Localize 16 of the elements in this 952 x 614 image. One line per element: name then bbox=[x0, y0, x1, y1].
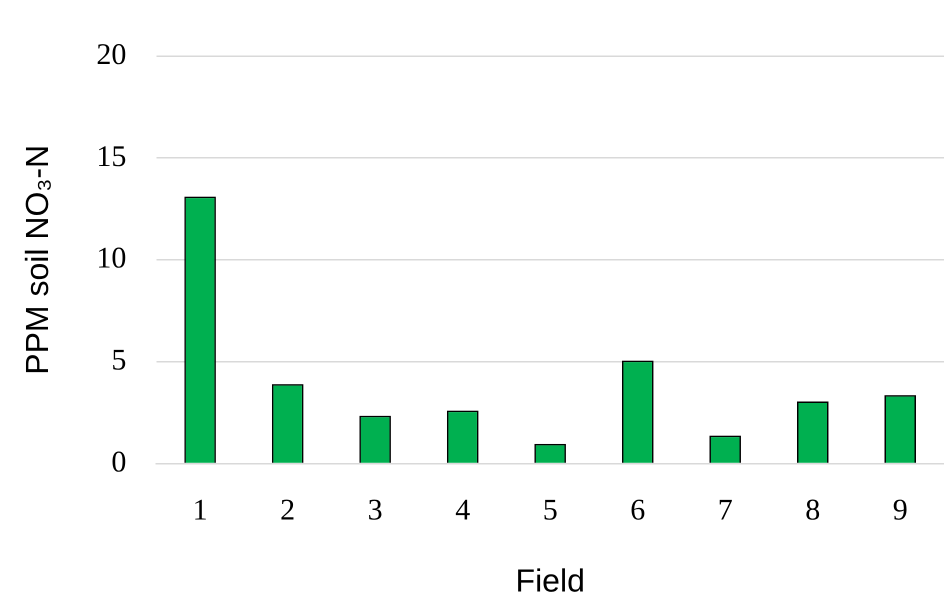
x-tick-label: 4 bbox=[455, 493, 470, 526]
y-tick-label: 0 bbox=[111, 445, 126, 478]
y-tick-label: 20 bbox=[96, 38, 126, 71]
x-tick-label: 6 bbox=[630, 493, 646, 526]
x-tick-label: 5 bbox=[542, 493, 558, 526]
y-tick-label: 15 bbox=[96, 140, 126, 173]
x-tick-label: 9 bbox=[892, 493, 908, 526]
x-tick-label: 8 bbox=[805, 493, 820, 526]
y-axis-title: PPM soil NO₃-N bbox=[19, 144, 56, 375]
y-tick-label: 5 bbox=[111, 344, 126, 377]
x-axis-title: Field bbox=[516, 562, 585, 599]
x-tick-label: 3 bbox=[368, 493, 383, 526]
x-tick-label: 1 bbox=[192, 493, 208, 526]
y-tick-label: 10 bbox=[96, 242, 126, 275]
x-tick-label: 2 bbox=[280, 493, 296, 526]
x-tick-label: 7 bbox=[718, 493, 733, 526]
